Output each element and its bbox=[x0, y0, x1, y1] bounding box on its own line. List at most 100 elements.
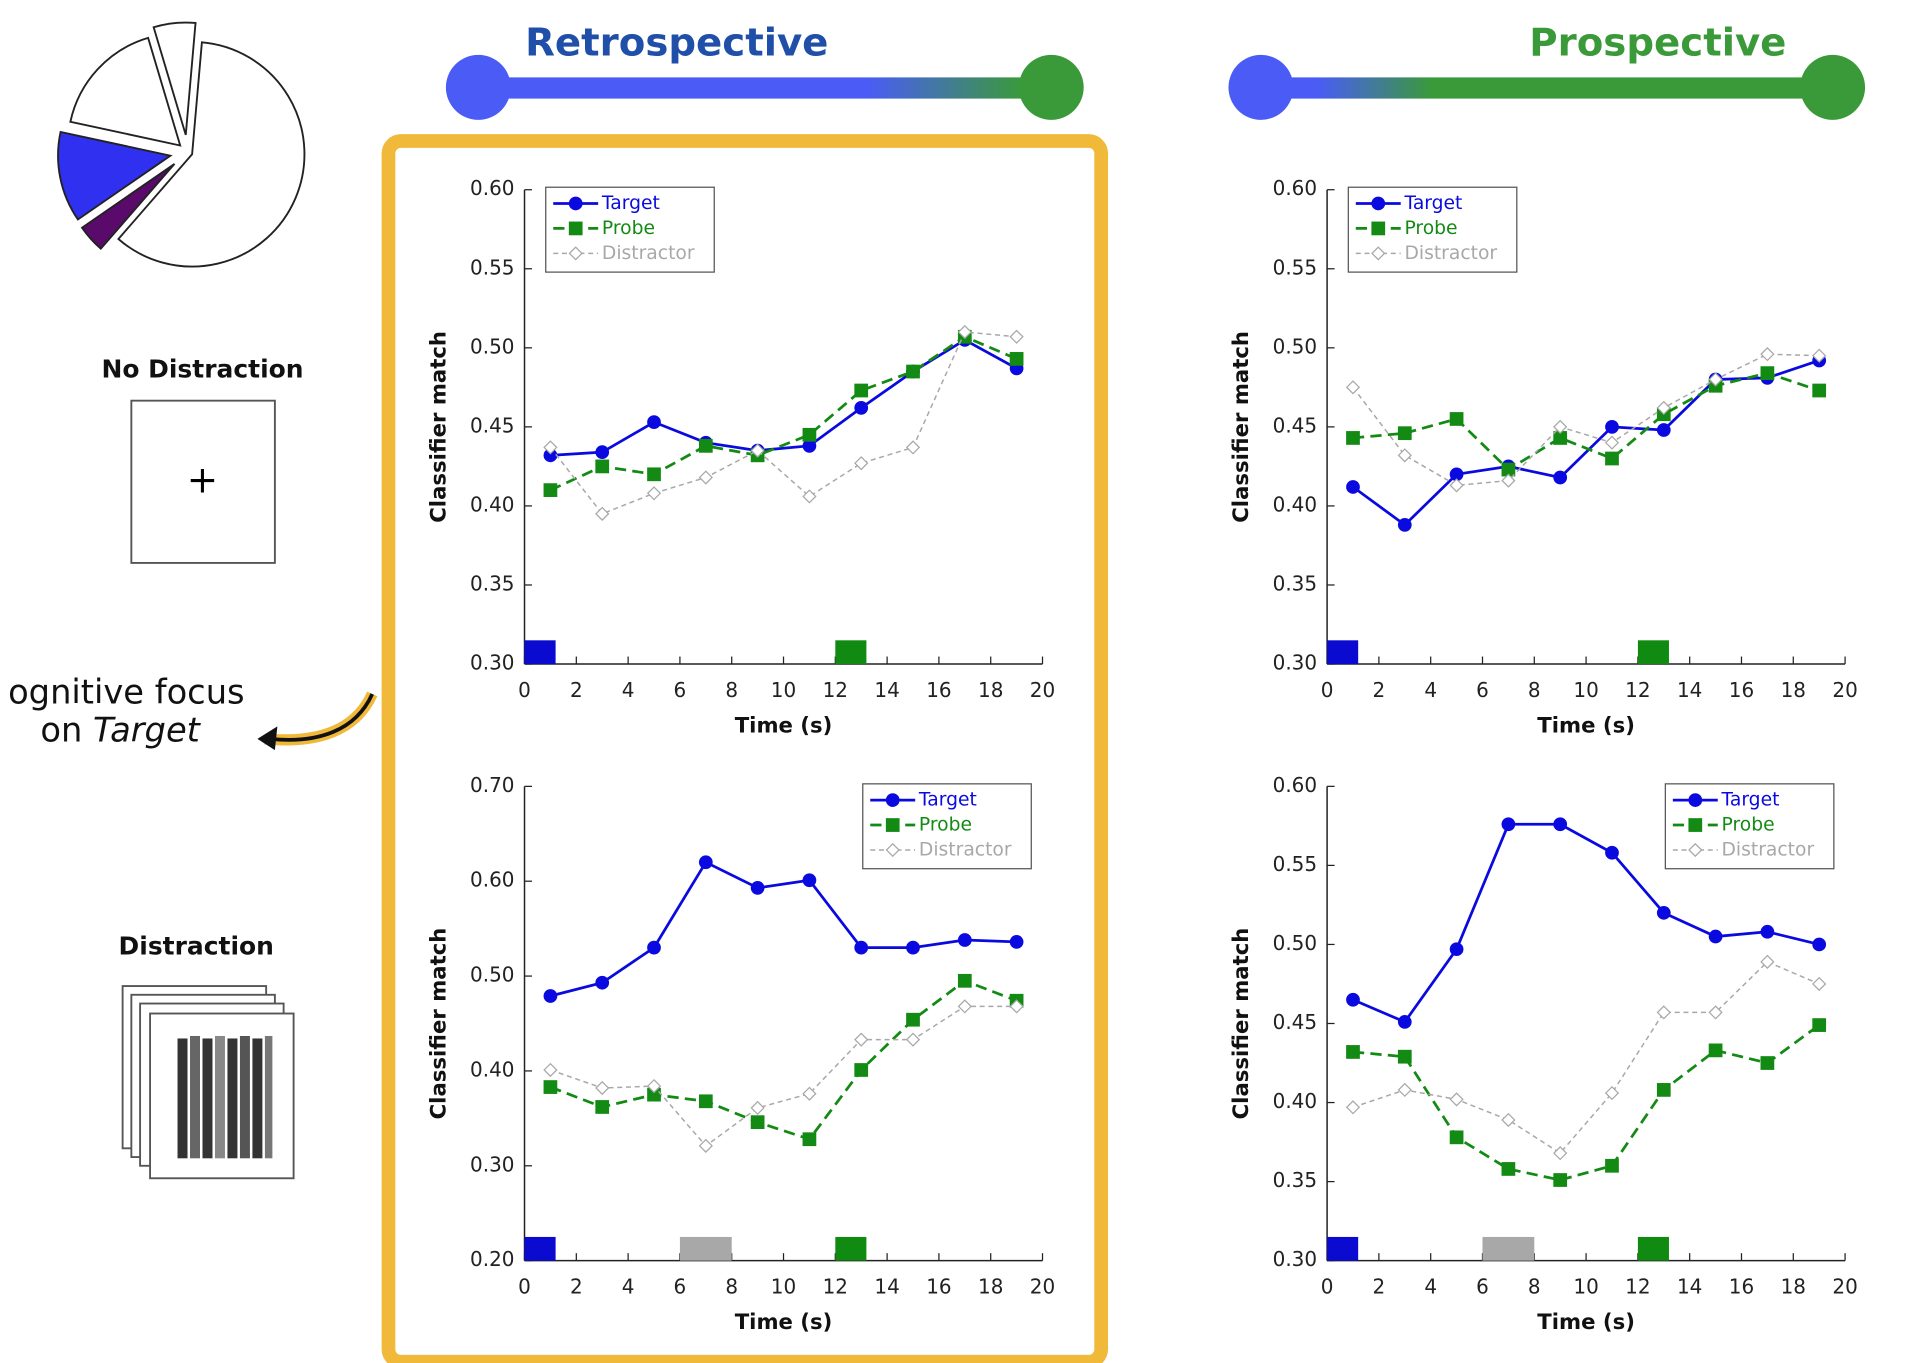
marker bbox=[803, 873, 817, 887]
event-marker bbox=[525, 1237, 556, 1261]
timeline-bar bbox=[478, 77, 1051, 98]
prospective-title: Prospective bbox=[1529, 20, 1786, 65]
x-tick-label: 12 bbox=[1625, 678, 1650, 702]
marker bbox=[855, 1033, 867, 1045]
plot: 0.300.350.400.450.500.550.60024681012141… bbox=[427, 176, 1056, 738]
x-tick-label: 6 bbox=[674, 678, 687, 702]
marker bbox=[544, 1064, 556, 1076]
series-line bbox=[1353, 1025, 1819, 1180]
timeline-end bbox=[1019, 55, 1084, 120]
crayons-image bbox=[178, 1036, 273, 1158]
timeline-start bbox=[1228, 55, 1293, 120]
x-axis-label: Time (s) bbox=[735, 713, 833, 738]
x-tick-label: 14 bbox=[874, 678, 899, 702]
marker bbox=[855, 457, 867, 469]
y-tick-label: 0.70 bbox=[470, 773, 514, 797]
legend-label: Target bbox=[1721, 790, 1780, 811]
timeline-end bbox=[1800, 55, 1865, 120]
marker bbox=[700, 471, 712, 483]
marker bbox=[1346, 993, 1360, 1007]
marker bbox=[958, 974, 972, 988]
legend-label: Probe bbox=[602, 218, 655, 239]
focus-emphasis: Target bbox=[93, 710, 202, 749]
arrow-head bbox=[257, 726, 277, 750]
marker bbox=[1709, 930, 1723, 944]
x-tick-label: 14 bbox=[1677, 1275, 1702, 1299]
x-tick-label: 4 bbox=[622, 678, 635, 702]
marker bbox=[1347, 381, 1359, 393]
event-marker bbox=[1482, 1237, 1534, 1261]
event-marker bbox=[525, 640, 556, 664]
y-tick-label: 0.40 bbox=[470, 1057, 514, 1081]
x-tick-label: 8 bbox=[1528, 678, 1541, 702]
x-tick-label: 12 bbox=[823, 1275, 848, 1299]
retrospective-title: Retrospective bbox=[525, 20, 828, 65]
marker bbox=[907, 1033, 919, 1045]
marker bbox=[1450, 1093, 1462, 1105]
marker bbox=[854, 384, 868, 398]
marker bbox=[1553, 471, 1567, 485]
timeline-bar bbox=[1261, 77, 1833, 98]
marker bbox=[595, 1100, 609, 1114]
series-line bbox=[550, 340, 1016, 455]
marker bbox=[1346, 431, 1360, 445]
y-tick-label: 0.20 bbox=[470, 1247, 514, 1271]
y-tick-label: 0.45 bbox=[470, 413, 514, 437]
marker bbox=[1502, 1114, 1514, 1126]
y-tick-label: 0.55 bbox=[470, 255, 514, 279]
y-tick-label: 0.35 bbox=[1273, 571, 1317, 595]
series-line bbox=[550, 981, 1016, 1139]
x-tick-label: 18 bbox=[978, 1275, 1003, 1299]
marker bbox=[959, 1000, 971, 1012]
marker bbox=[595, 976, 609, 990]
marker bbox=[544, 1080, 558, 1094]
x-tick-label: 6 bbox=[1476, 1275, 1489, 1299]
legend-marker bbox=[1688, 793, 1702, 807]
x-tick-label: 16 bbox=[926, 678, 951, 702]
event-marker bbox=[1327, 640, 1358, 664]
distraction-label: Distraction bbox=[119, 931, 274, 960]
marker bbox=[1010, 331, 1022, 343]
x-tick-label: 4 bbox=[1424, 678, 1437, 702]
marker bbox=[699, 1094, 713, 1108]
x-tick-label: 2 bbox=[570, 678, 583, 702]
legend: TargetProbeDistractor bbox=[546, 187, 715, 272]
x-tick-label: 14 bbox=[1677, 678, 1702, 702]
series-line bbox=[550, 1006, 1016, 1145]
y-tick-label: 0.40 bbox=[470, 492, 514, 516]
marker bbox=[648, 487, 660, 499]
legend-label: Distractor bbox=[1404, 243, 1497, 264]
marker bbox=[595, 445, 609, 459]
y-tick-label: 0.40 bbox=[1273, 1089, 1317, 1113]
marker bbox=[699, 439, 713, 453]
marker bbox=[1450, 1130, 1464, 1144]
fixation-cross: + bbox=[187, 457, 218, 501]
figure: Retrospective Prospective No Distraction… bbox=[0, 0, 1929, 1363]
marker bbox=[1605, 846, 1619, 860]
marker bbox=[803, 1132, 817, 1146]
marker bbox=[1450, 412, 1464, 426]
marker bbox=[1761, 925, 1775, 939]
x-tick-label: 16 bbox=[926, 1275, 951, 1299]
y-axis-label: Classifier match bbox=[1229, 928, 1254, 1120]
marker bbox=[1450, 942, 1464, 956]
x-tick-label: 2 bbox=[570, 1275, 583, 1299]
marker bbox=[1346, 480, 1360, 494]
legend: TargetProbeDistractor bbox=[1665, 784, 1834, 869]
no-distraction-label: No Distraction bbox=[101, 355, 303, 384]
x-tick-label: 6 bbox=[674, 1275, 687, 1299]
marker bbox=[751, 1115, 765, 1129]
series-line bbox=[550, 332, 1016, 514]
x-tick-label: 0 bbox=[518, 1275, 531, 1299]
marker bbox=[1657, 423, 1671, 437]
marker bbox=[1812, 1018, 1826, 1032]
marker bbox=[1010, 352, 1024, 366]
marker bbox=[1812, 938, 1826, 952]
marker bbox=[1553, 1173, 1567, 1187]
marker bbox=[1398, 1050, 1412, 1064]
x-tick-label: 16 bbox=[1729, 1275, 1754, 1299]
x-tick-label: 18 bbox=[1781, 1275, 1806, 1299]
marker bbox=[1761, 1056, 1775, 1070]
legend-marker bbox=[886, 818, 900, 832]
